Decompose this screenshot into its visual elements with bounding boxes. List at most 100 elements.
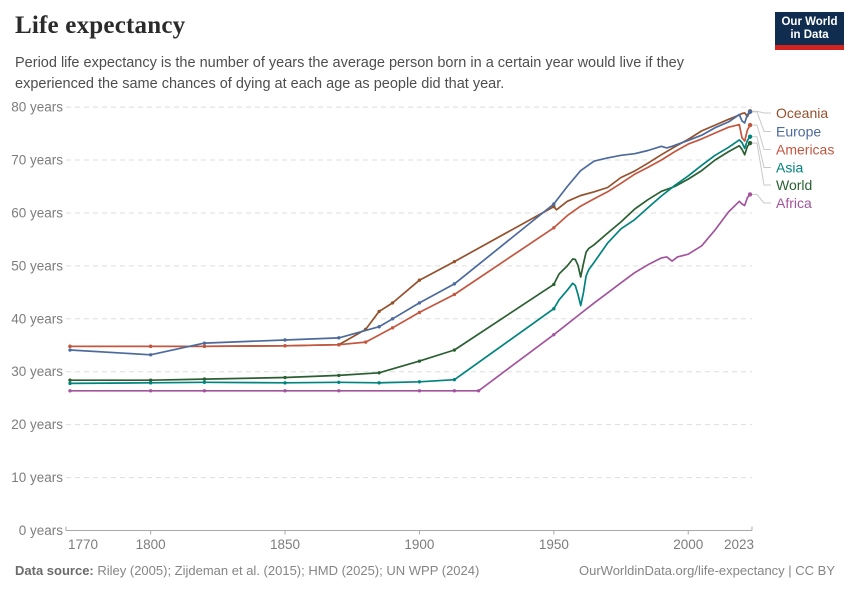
legend-label-world[interactable]: World: [776, 177, 812, 193]
point-americas-1913: [452, 292, 457, 297]
point-americas-1800: [148, 344, 153, 349]
page-title: Life expectancy: [15, 12, 186, 39]
point-world-1885: [377, 371, 381, 375]
legend-connector-africa: [752, 193, 771, 204]
legend-connector-world: [752, 142, 771, 186]
point-europe-1870: [337, 336, 341, 340]
line-europe[interactable]: [69, 111, 751, 356]
point-americas-1850: [283, 344, 287, 348]
point-africa-1950: [552, 332, 556, 337]
legend-label-africa[interactable]: Africa: [776, 195, 812, 211]
legend-connector-asia: [752, 136, 771, 168]
point-asia-1850: [283, 381, 287, 385]
y-axis-label-10: 10 years: [11, 470, 63, 485]
data-source-text: Riley (2005); Zijdeman et al. (2015); HM…: [93, 563, 480, 578]
x-axis-label-2023: 2023: [724, 537, 754, 552]
point-africa-1913: [452, 389, 457, 393]
point-americas-1820: [202, 344, 207, 349]
point-europe-1913: [452, 282, 457, 286]
point-asia-1820: [202, 380, 207, 385]
point-europe-1950: [552, 202, 556, 206]
point-world-1913: [452, 348, 457, 352]
footer-citation-link[interactable]: OurWorldinData.org/life-expectancy | CC …: [578, 563, 835, 578]
line-americas[interactable]: [69, 123, 751, 348]
point-world-1770: [68, 378, 72, 382]
point-oceania-1900: [417, 278, 422, 282]
point-asia-1900: [417, 380, 422, 384]
point-asia-1870: [337, 380, 341, 385]
point-oceania-1950: [552, 204, 556, 209]
data-source-label: Data source:: [15, 563, 94, 578]
point-world-1950: [552, 282, 556, 287]
point-oceania-1890: [390, 301, 395, 305]
owid-logo-box: Our World in Data: [775, 12, 844, 45]
endpoint-world: [747, 140, 753, 146]
data-source-note: Data source: Riley (2005); Zijdeman et a…: [15, 563, 479, 578]
legend-connector-europe: [752, 111, 771, 132]
owid-logo[interactable]: Our World in Data: [775, 12, 844, 50]
point-americas-1870: [337, 343, 341, 347]
y-axis-label-80: 80 years: [11, 100, 63, 115]
line-world[interactable]: [69, 142, 751, 382]
owid-logo-line2: in Data: [790, 28, 829, 41]
point-asia-1950: [552, 307, 556, 311]
point-asia-1800: [148, 381, 153, 385]
point-africa-1820: [202, 389, 207, 393]
y-axis-label-60: 60 years: [11, 205, 63, 220]
legend-connector-oceania: [752, 110, 771, 114]
line-asia[interactable]: [69, 135, 751, 385]
chart-subtitle: Period life expectancy is the number of …: [15, 55, 684, 92]
line-oceania[interactable]: [69, 110, 751, 348]
point-asia-1913: [452, 377, 457, 382]
owid-logo-line1: Our World: [781, 15, 838, 28]
point-asia-1770: [68, 381, 72, 386]
legend-connector-americas: [752, 124, 771, 150]
point-europe-1885: [377, 325, 381, 329]
point-americas-1770: [68, 344, 72, 349]
point-americas-1890: [390, 326, 395, 330]
x-axis-label-1800: 1800: [136, 537, 166, 552]
endpoint-europe: [747, 109, 753, 115]
endpoint-americas: [747, 122, 753, 128]
x-axis-label-1950: 1950: [539, 537, 569, 552]
legend-label-europe[interactable]: Europe: [776, 124, 821, 140]
line-africa[interactable]: [69, 193, 751, 392]
point-europe-1800: [148, 353, 153, 357]
point-world-1800: [148, 378, 153, 382]
point-americas-1950: [552, 226, 556, 230]
point-americas-1880: [363, 340, 368, 344]
y-axis-label-50: 50 years: [11, 258, 63, 273]
point-europe-1820: [202, 341, 207, 345]
point-africa-1800: [148, 389, 153, 393]
point-europe-1890: [390, 317, 395, 321]
point-world-1850: [283, 375, 287, 380]
point-africa-1922: [476, 389, 481, 393]
legend-label-americas[interactable]: Americas: [776, 142, 834, 158]
legend-label-oceania[interactable]: Oceania: [776, 105, 828, 121]
point-europe-1850: [283, 338, 287, 342]
y-axis-label-20: 20 years: [11, 417, 63, 432]
point-world-1900: [417, 359, 422, 363]
x-axis-label-1900: 1900: [404, 537, 434, 552]
x-axis-label-2000: 2000: [673, 537, 703, 552]
x-axis-label-1770: 1770: [68, 537, 98, 552]
point-world-1820: [202, 377, 207, 381]
point-europe-1900: [417, 301, 422, 305]
chart-footer: Data source: Riley (2005); Zijdeman et a…: [15, 563, 835, 578]
endpoint-africa: [747, 192, 753, 197]
legend-label-asia[interactable]: Asia: [776, 160, 803, 176]
point-asia-1885: [377, 381, 381, 385]
y-axis-label-30: 30 years: [11, 364, 63, 379]
point-oceania-1885: [377, 309, 381, 314]
point-africa-1770: [68, 389, 72, 393]
x-axis-label-1850: 1850: [270, 537, 300, 552]
point-europe-1770: [68, 348, 72, 352]
y-axis-label-70: 70 years: [11, 153, 63, 168]
endpoint-asia: [747, 134, 753, 139]
point-oceania-1913: [452, 259, 457, 264]
point-africa-1900: [417, 389, 422, 393]
point-africa-1870: [337, 389, 341, 393]
point-world-1870: [337, 373, 341, 378]
